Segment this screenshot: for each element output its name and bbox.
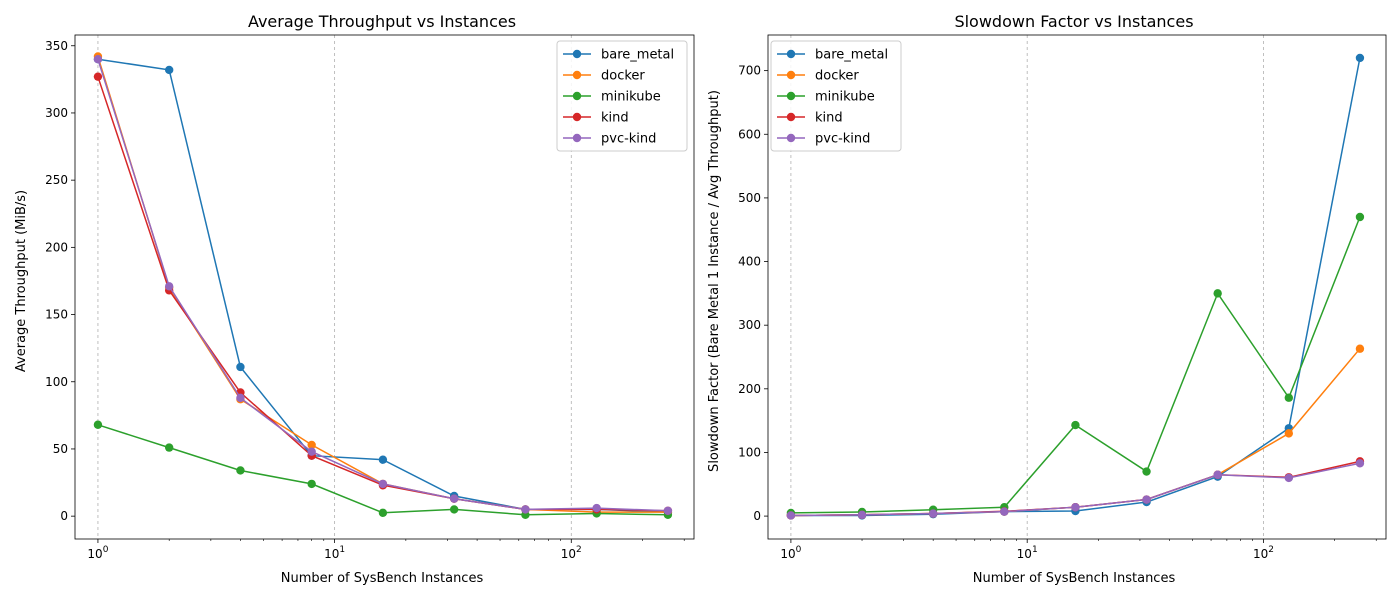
legend-marker <box>572 70 582 80</box>
data-point-pvc-kind <box>928 509 938 518</box>
y-axis-label: Average Throughput (MiB/s) <box>14 190 29 372</box>
y-tick-label: 0 <box>753 509 761 523</box>
legend-label: docker <box>601 69 645 84</box>
x-tick-label: 101 <box>1017 545 1038 561</box>
plot-frame <box>74 34 695 540</box>
data-point-pvc-kind <box>1142 495 1151 504</box>
y-tick-label: 400 <box>738 255 761 269</box>
data-point-minikube <box>93 420 103 429</box>
y-axis-label: Slowdown Factor (Bare Metal 1 Instance /… <box>707 90 722 472</box>
data-point-bare_metal <box>236 362 245 372</box>
data-point-pvc-kind <box>449 494 459 503</box>
legend-label: kind <box>815 111 843 126</box>
data-point-pvc-kind <box>1000 507 1009 516</box>
data-point-pvc-kind <box>93 54 103 64</box>
chart-title: Average Throughput vs Instances <box>248 12 516 31</box>
x-tick-label: 100 <box>87 545 108 561</box>
data-point-minikube <box>1071 420 1080 430</box>
legend-marker <box>786 112 796 122</box>
legend-label: pvc-kind <box>601 132 656 147</box>
y-tick-label: 700 <box>738 64 761 78</box>
data-point-pvc-kind <box>1071 502 1080 512</box>
y-tick-label: 500 <box>738 191 761 205</box>
y-tick-label: 50 <box>53 442 68 456</box>
x-tick-label: 102 <box>561 545 582 561</box>
data-point-pvc-kind <box>378 479 388 489</box>
series-line-docker <box>790 348 1361 517</box>
legend-label: minikube <box>601 90 661 105</box>
y-tick-label: 100 <box>738 445 761 459</box>
data-point-pvc-kind <box>521 505 530 514</box>
x-tick-label: 101 <box>324 545 345 561</box>
data-point-minikube <box>164 443 174 452</box>
legend-label: kind <box>601 111 629 126</box>
y-tick-label: 300 <box>738 318 761 332</box>
legend-marker <box>786 70 796 80</box>
data-point-bare_metal <box>164 65 174 75</box>
x-tick-label: 100 <box>780 545 801 561</box>
legend-label: bare_metal <box>601 48 674 63</box>
legend-marker <box>572 91 582 101</box>
data-point-docker <box>1355 344 1365 353</box>
y-tick-label: 600 <box>738 127 761 141</box>
legend-marker <box>786 91 796 101</box>
legend-box <box>770 40 902 152</box>
data-point-pvc-kind <box>1284 473 1294 483</box>
data-point-docker <box>1284 429 1294 438</box>
y-tick-label: 300 <box>45 106 68 120</box>
legend-label: docker <box>815 69 859 84</box>
legend-label: pvc-kind <box>815 132 870 147</box>
plot-frame <box>767 34 1387 540</box>
data-point-minikube <box>1355 212 1365 222</box>
data-point-minikube <box>1213 289 1222 298</box>
legend-marker <box>572 49 582 59</box>
legend-marker <box>572 112 582 122</box>
data-point-minikube <box>236 466 245 475</box>
y-tick-label: 150 <box>45 308 68 322</box>
data-point-docker <box>307 440 316 450</box>
data-point-pvc-kind <box>1355 459 1365 468</box>
y-tick-label: 200 <box>738 382 761 396</box>
y-tick-label: 250 <box>45 173 68 187</box>
legend-label: bare_metal <box>815 48 888 63</box>
data-point-minikube <box>449 505 459 514</box>
series-line-minikube <box>97 424 668 516</box>
data-point-pvc-kind <box>1213 470 1222 479</box>
x-axis-label: Number of SysBench Instances <box>973 571 1176 586</box>
data-point-pvc-kind <box>236 393 245 403</box>
data-point-pvc-kind <box>307 447 316 456</box>
data-point-bare_metal <box>1355 53 1365 63</box>
series-line-minikube <box>790 216 1361 514</box>
legend-label: minikube <box>815 90 875 105</box>
x-tick-label: 102 <box>1253 545 1274 561</box>
data-point-pvc-kind <box>164 282 174 291</box>
data-point-pvc-kind <box>857 510 867 520</box>
data-point-minikube <box>1142 467 1151 476</box>
legend-box <box>556 40 688 152</box>
chart-title: Slowdown Factor vs Instances <box>954 12 1193 31</box>
y-tick-label: 200 <box>45 240 68 254</box>
data-point-minikube <box>307 479 316 489</box>
data-point-kind <box>93 72 103 81</box>
data-point-pvc-kind <box>663 506 673 515</box>
legend-marker <box>572 133 582 143</box>
throughput-chart: Average Throughput vs Instances Number o… <box>14 12 695 586</box>
data-point-minikube <box>378 508 388 517</box>
slowdown-chart: Slowdown Factor vs Instances Number of S… <box>707 12 1387 586</box>
data-point-minikube <box>1284 393 1294 402</box>
x-axis-label: Number of SysBench Instances <box>281 571 484 586</box>
legend-marker <box>786 133 796 143</box>
y-tick-label: 350 <box>45 39 68 53</box>
data-point-pvc-kind <box>592 503 601 513</box>
y-tick-label: 100 <box>45 375 68 389</box>
data-point-pvc-kind <box>786 511 796 520</box>
y-tick-label: 0 <box>60 509 68 523</box>
legend-marker <box>786 49 796 59</box>
data-point-bare_metal <box>378 455 388 464</box>
